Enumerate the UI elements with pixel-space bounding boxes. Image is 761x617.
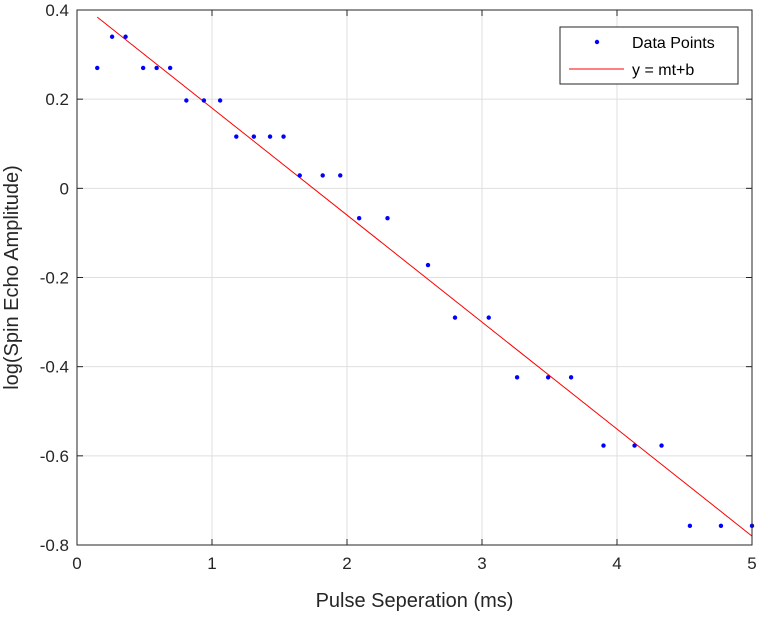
data-point [123, 34, 128, 39]
data-point [95, 65, 100, 71]
y-axis-label: log(Spin Echo Amplitude) [1, 165, 23, 390]
data-point [267, 134, 273, 139]
data-point [297, 173, 302, 178]
data-point [167, 65, 173, 71]
data-point [385, 216, 390, 221]
x-tick-label: 1 [207, 554, 216, 573]
x-axis-label: Pulse Seperation (ms) [316, 590, 514, 612]
data-point [356, 216, 362, 221]
x-tick-label: 5 [747, 554, 756, 573]
legend-box [559, 26, 739, 85]
fit-line [96, 16, 753, 537]
data-point [184, 98, 189, 103]
data-point [234, 134, 239, 139]
y-tick-label: 0.2 [45, 90, 69, 109]
legend-label-data-points: Data Points [632, 35, 715, 52]
data-point [568, 375, 574, 380]
y-tick-label: -0.2 [40, 269, 69, 288]
data-point [514, 375, 520, 380]
data-point [659, 443, 664, 448]
ticks: 0 1 2 3 4 5 -0.8 -0.6 -0.4 -0.2 0 0.2 0.4 [40, 1, 757, 573]
data-point [140, 65, 146, 71]
y-tick-label: 0.4 [45, 1, 69, 20]
legend-label-fit-line: y = mt+b [632, 62, 694, 79]
data-point [718, 523, 724, 529]
legend: Data Points y = mt+b [559, 26, 739, 85]
data-point [601, 443, 606, 448]
data-point [201, 98, 207, 103]
data-point [109, 34, 115, 39]
x-tick-label: 0 [72, 554, 81, 573]
y-tick-label: -0.4 [40, 358, 69, 377]
grid [76, 9, 753, 546]
data-point [217, 98, 223, 103]
data-point [154, 65, 159, 71]
data-point [486, 315, 491, 320]
legend-marker-data-points [594, 39, 600, 45]
y-tick-label: 0 [60, 179, 69, 198]
data-point [632, 443, 637, 448]
data-point [281, 134, 286, 139]
series-layer [95, 16, 755, 537]
data-point [251, 134, 257, 139]
y-tick-label: -0.8 [40, 536, 69, 555]
data-point [452, 315, 458, 320]
data-point [425, 262, 431, 268]
x-tick-label: 4 [612, 554, 621, 573]
y-tick-label: -0.6 [40, 447, 69, 466]
data-point [687, 523, 693, 529]
data-point [545, 375, 551, 380]
x-tick-label: 3 [477, 554, 486, 573]
x-tick-label: 2 [342, 554, 351, 573]
data-point [338, 173, 343, 178]
data-point [320, 173, 325, 178]
